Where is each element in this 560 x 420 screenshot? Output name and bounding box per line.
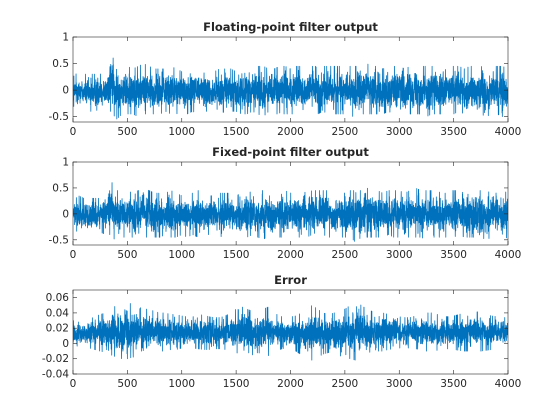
floating-point-title: Floating-point filter output <box>203 20 378 34</box>
floating-point-x-tick-label: 3000 <box>386 126 413 138</box>
error-axes: 0 500 1000 1500 2000 2500 3000 3500 4000 -0.04 -0.… <box>42 273 522 390</box>
error-x-tick-label: 3000 <box>386 378 413 390</box>
error-x-tick-label: 3500 <box>440 378 467 390</box>
fixed-point-y-tick-label: 0.5 <box>52 182 69 194</box>
error-x-tick-label: 2500 <box>332 378 359 390</box>
floating-point-x-tick-label: 1500 <box>223 126 250 138</box>
error-series-line <box>73 303 508 361</box>
fixed-point-x-tick-label: 2000 <box>277 249 304 261</box>
floating-point-axes: 0 500 1000 1500 2000 2500 3000 3500 4000-0.500.5… <box>49 20 522 138</box>
error-x-tick-label: 2000 <box>277 378 304 390</box>
floating-point-x-tick-label: 500 <box>117 126 137 138</box>
floating-point-y-tick-label: 0 <box>62 85 69 97</box>
axes-root: 0 500 1000 1500 2000 2500 3000 3500 4000-0.500.5… <box>42 20 522 390</box>
fixed-point-x-tick-label: 1500 <box>223 249 250 261</box>
floating-point-x-tick-label: 1000 <box>168 126 195 138</box>
error-x-tick-label: 1000 <box>168 378 195 390</box>
error-title: Error <box>274 273 307 287</box>
fixed-point-x-tick-label: 3000 <box>386 249 413 261</box>
fixed-point-series-line <box>73 182 508 242</box>
fixed-point-axes: 0 500 1000 1500 2000 2500 3000 3500 4000-0.500.5… <box>49 145 522 261</box>
fixed-point-y-tick-label: -0.5 <box>49 234 70 246</box>
floating-point-y-tick-label: 1 <box>62 32 69 44</box>
error-x-tick-label: 1500 <box>223 378 250 390</box>
fixed-point-x-tick-label: 4000 <box>495 249 522 261</box>
error-y-tick-label: -0.04 <box>42 369 69 381</box>
fixed-point-x-tick-label: 2500 <box>332 249 359 261</box>
fixed-point-y-tick-label: 1 <box>62 157 69 169</box>
fixed-point-x-tick-label: 3500 <box>440 249 467 261</box>
floating-point-series-line <box>73 57 508 120</box>
error-x-tick-label: 4000 <box>495 378 522 390</box>
fixed-point-x-tick-label: 0 <box>70 249 77 261</box>
error-y-tick-label: 0 <box>62 338 69 350</box>
floating-point-x-tick-label: 4000 <box>495 126 522 138</box>
fixed-point-x-tick-label: 500 <box>117 249 137 261</box>
error-x-tick-label: 0 <box>70 378 77 390</box>
error-x-tick-label: 500 <box>117 378 137 390</box>
floating-point-x-tick-label: 0 <box>70 126 77 138</box>
fixed-point-x-tick-label: 1000 <box>168 249 195 261</box>
floating-point-x-tick-label: 3500 <box>440 126 467 138</box>
floating-point-x-tick-label: 2000 <box>277 126 304 138</box>
error-y-tick-label: 0.02 <box>46 323 69 335</box>
error-y-tick-label: -0.02 <box>42 353 69 365</box>
floating-point-y-tick-label: 0.5 <box>52 58 69 70</box>
fixed-point-y-tick-label: 0 <box>62 208 69 220</box>
error-y-tick-label: 0.06 <box>46 292 70 304</box>
fixed-point-title: Fixed-point filter output <box>212 145 369 159</box>
error-y-tick-label: 0.04 <box>46 307 70 319</box>
floating-point-x-tick-label: 2500 <box>332 126 359 138</box>
floating-point-y-tick-label: -0.5 <box>49 111 70 123</box>
